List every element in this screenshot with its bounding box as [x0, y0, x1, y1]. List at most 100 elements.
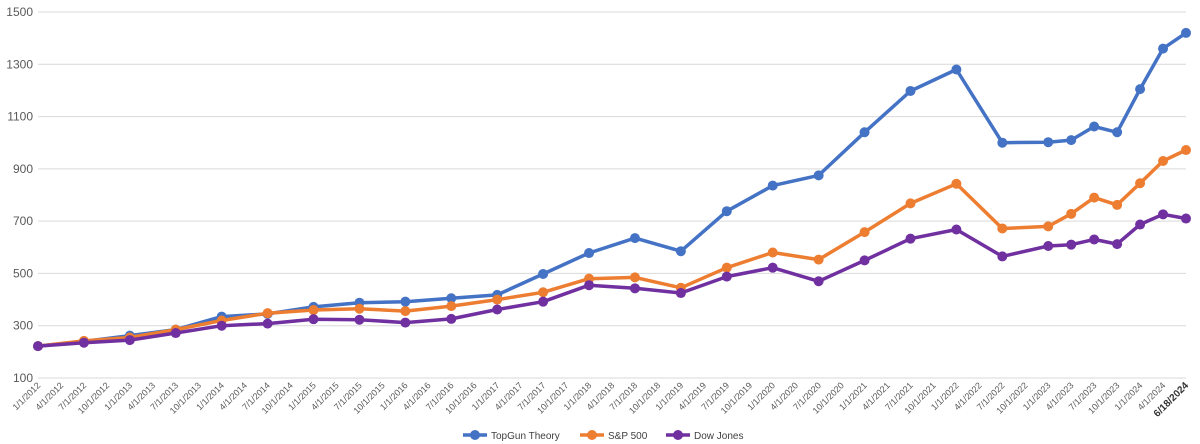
- legend-swatch-marker: [673, 430, 683, 440]
- data-point: [813, 170, 824, 181]
- data-point: [1043, 240, 1054, 251]
- series-s-p-500: [33, 145, 1191, 352]
- data-point: [813, 254, 824, 265]
- data-point: [584, 280, 595, 291]
- y-tick-label: 700: [13, 214, 33, 228]
- data-point: [1089, 192, 1100, 203]
- data-point: [813, 276, 824, 287]
- data-point: [859, 255, 870, 266]
- data-point: [1181, 213, 1191, 224]
- legend-swatch-marker: [587, 430, 597, 440]
- data-point: [1112, 199, 1123, 210]
- data-point: [308, 314, 319, 325]
- data-point: [1135, 219, 1146, 230]
- data-point: [492, 294, 503, 305]
- y-tick-label: 1300: [6, 57, 33, 71]
- data-point: [170, 328, 181, 339]
- data-point: [675, 288, 686, 299]
- data-point: [1158, 156, 1169, 167]
- data-point: [1181, 27, 1191, 38]
- data-point: [905, 85, 916, 96]
- data-point: [1158, 209, 1169, 220]
- y-tick-label: 100: [13, 371, 33, 385]
- data-point: [1112, 239, 1123, 250]
- series-lines: [33, 27, 1191, 352]
- data-point: [262, 308, 273, 319]
- data-point: [629, 283, 640, 294]
- data-point: [1066, 135, 1077, 146]
- data-point: [538, 287, 549, 298]
- data-point: [1089, 234, 1100, 245]
- data-point: [997, 251, 1008, 262]
- legend-entry: TopGun Theory: [463, 430, 560, 442]
- data-point: [629, 233, 640, 244]
- data-point: [951, 64, 962, 75]
- legend-label: S&P 500: [608, 431, 648, 442]
- data-point: [1066, 208, 1077, 219]
- data-point: [1089, 121, 1100, 132]
- legend-swatch-marker: [470, 430, 480, 440]
- data-point: [997, 137, 1008, 148]
- series-dow-jones: [33, 209, 1191, 352]
- data-point: [492, 304, 503, 315]
- y-tick-label: 300: [13, 319, 33, 333]
- data-point: [767, 180, 778, 191]
- series-line: [36, 31, 1188, 348]
- data-point: [400, 317, 411, 328]
- data-point: [262, 318, 273, 329]
- data-point: [721, 271, 732, 282]
- data-point: [400, 296, 411, 307]
- data-point: [33, 341, 43, 352]
- data-point: [859, 227, 870, 238]
- data-point: [1043, 137, 1054, 148]
- data-point: [997, 223, 1008, 234]
- data-point: [905, 233, 916, 244]
- data-point: [721, 262, 732, 273]
- y-axis-tick-labels: 100 300 500 700 900 1100 1300 1500: [6, 5, 33, 385]
- data-point: [124, 335, 135, 346]
- series-line: [36, 148, 1188, 348]
- data-point: [538, 296, 549, 307]
- data-point: [216, 320, 227, 331]
- data-point: [951, 178, 962, 189]
- legend-entry: S&P 500: [580, 430, 648, 442]
- data-point: [1181, 145, 1191, 156]
- legend-label: TopGun Theory: [491, 431, 560, 442]
- data-point: [721, 206, 732, 217]
- y-tick-label: 1100: [7, 110, 33, 124]
- data-point: [354, 303, 365, 314]
- data-point: [308, 305, 319, 316]
- legend-entry: Dow Jones: [666, 430, 743, 442]
- data-point: [1043, 221, 1054, 232]
- data-point: [584, 248, 595, 259]
- data-point: [1112, 127, 1123, 138]
- data-point: [675, 246, 686, 257]
- data-point: [767, 262, 778, 273]
- data-point: [446, 313, 457, 324]
- data-point: [767, 247, 778, 258]
- y-tick-label: 1500: [6, 5, 33, 19]
- data-point: [538, 268, 549, 279]
- data-point: [446, 293, 457, 304]
- legend-label: Dow Jones: [694, 431, 743, 442]
- data-point: [629, 272, 640, 283]
- data-point: [400, 306, 411, 317]
- data-point: [1066, 239, 1077, 250]
- data-point: [1158, 43, 1169, 54]
- data-point: [1135, 84, 1146, 95]
- data-point: [905, 198, 916, 209]
- data-point: [446, 301, 457, 312]
- y-tick-label: 500: [13, 266, 33, 280]
- data-point: [951, 224, 962, 235]
- data-point: [1135, 178, 1146, 189]
- data-point: [78, 337, 89, 348]
- legend: TopGun Theory S&P 500 Dow Jones: [463, 430, 743, 442]
- series-topgun-theory: [33, 27, 1191, 352]
- y-tick-label: 900: [13, 162, 33, 176]
- series-line: [36, 212, 1188, 348]
- data-point: [859, 127, 870, 138]
- data-point: [354, 314, 365, 325]
- x-axis-tick-labels: 1/1/20124/1/20127/1/201210/1/20121/1/201…: [11, 380, 1192, 420]
